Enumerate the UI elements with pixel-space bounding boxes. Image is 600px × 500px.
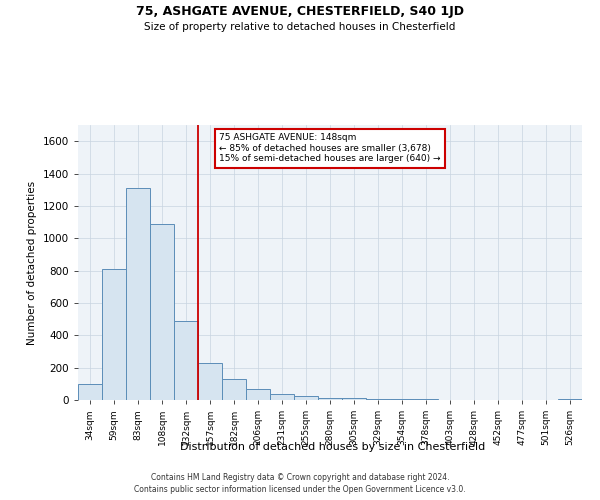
Text: Contains HM Land Registry data © Crown copyright and database right 2024.: Contains HM Land Registry data © Crown c… [151, 472, 449, 482]
Bar [318, 398, 342, 400]
Bar [150, 224, 174, 400]
Text: Distribution of detached houses by size in Chesterfield: Distribution of detached houses by size … [181, 442, 485, 452]
Bar [294, 396, 318, 400]
Bar [198, 363, 222, 400]
Bar [558, 398, 582, 400]
Bar [78, 384, 102, 400]
Text: Contains public sector information licensed under the Open Government Licence v3: Contains public sector information licen… [134, 485, 466, 494]
Y-axis label: Number of detached properties: Number of detached properties [27, 180, 37, 344]
Bar [102, 269, 126, 400]
Bar [246, 390, 270, 400]
Text: 75, ASHGATE AVENUE, CHESTERFIELD, S40 1JD: 75, ASHGATE AVENUE, CHESTERFIELD, S40 1J… [136, 5, 464, 18]
Bar [174, 320, 198, 400]
Bar [126, 188, 150, 400]
Bar [222, 379, 246, 400]
Bar [270, 394, 294, 400]
Bar [342, 398, 366, 400]
Text: Size of property relative to detached houses in Chesterfield: Size of property relative to detached ho… [145, 22, 455, 32]
Text: 75 ASHGATE AVENUE: 148sqm
← 85% of detached houses are smaller (3,678)
15% of se: 75 ASHGATE AVENUE: 148sqm ← 85% of detac… [219, 133, 440, 163]
Bar [390, 399, 414, 400]
Bar [366, 399, 390, 400]
